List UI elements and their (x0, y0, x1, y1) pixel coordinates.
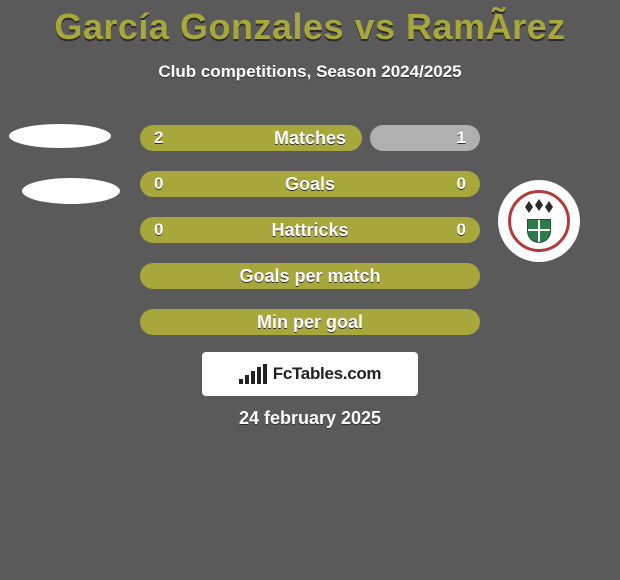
team-crest-right (498, 180, 580, 262)
crest-ring (508, 190, 570, 252)
avatar-placeholder-left-2 (22, 178, 120, 204)
logo-text: FcTables.com (273, 364, 382, 384)
stat-value-left: 0 (154, 217, 163, 243)
stat-row: Matches2 1 (140, 125, 480, 151)
stat-value-left: 0 (154, 171, 163, 197)
stat-label: Matches (140, 125, 480, 151)
date-label: 24 february 2025 (0, 408, 620, 429)
stat-value-right: 0 (457, 171, 466, 197)
stat-label: Min per goal (140, 309, 480, 335)
stat-row: Goals per match (140, 263, 480, 289)
crest-shield-icon (527, 219, 551, 243)
subtitle: Club competitions, Season 2024/2025 (0, 62, 620, 82)
fctables-logo: FcTables.com (202, 352, 418, 396)
stat-value-left: 2 (154, 125, 163, 151)
avatar-placeholder-left-1 (9, 124, 111, 148)
stat-row: Hattricks0 0 (140, 217, 480, 243)
stat-row: Min per goal (140, 309, 480, 335)
crest-eagle-icon (519, 199, 559, 217)
stat-label: Goals per match (140, 263, 480, 289)
stat-value-right: 1 (457, 125, 466, 151)
stat-label: Hattricks (140, 217, 480, 243)
stat-row: Goals0 0 (140, 171, 480, 197)
bars-icon (239, 364, 267, 384)
page-title: García Gonzales vs RamÃ­rez (0, 6, 620, 48)
background (0, 0, 620, 580)
stat-label: Goals (140, 171, 480, 197)
stat-value-right: 0 (457, 217, 466, 243)
